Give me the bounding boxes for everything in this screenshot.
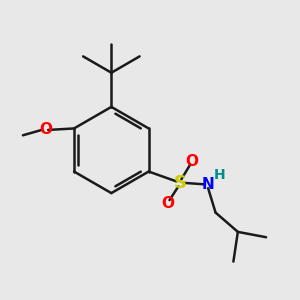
Text: H: H: [214, 168, 225, 182]
Text: N: N: [202, 177, 214, 192]
Text: O: O: [40, 122, 52, 137]
Text: O: O: [161, 196, 175, 211]
Text: O: O: [185, 154, 198, 169]
Text: S: S: [173, 174, 186, 192]
